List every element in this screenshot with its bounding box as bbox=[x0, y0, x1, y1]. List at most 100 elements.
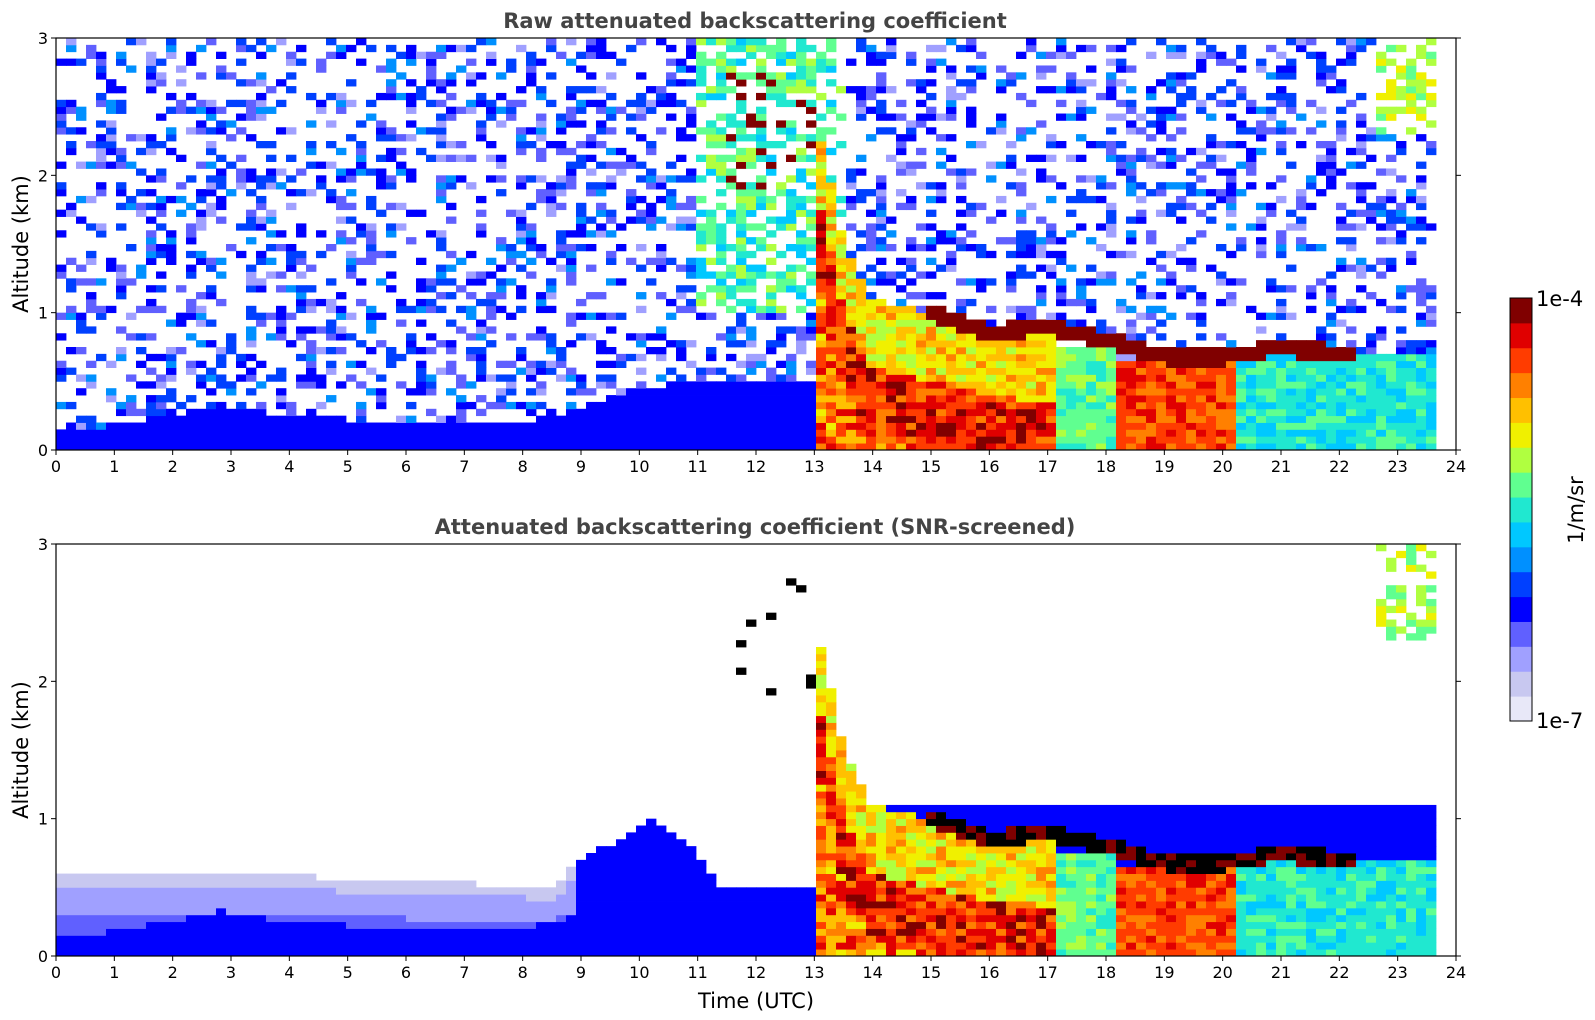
heatmap-cell bbox=[896, 340, 907, 348]
heatmap-cell bbox=[546, 195, 557, 204]
heatmap-cell bbox=[406, 894, 417, 902]
heatmap-cell bbox=[246, 415, 257, 423]
heatmap-cell bbox=[426, 408, 437, 417]
heatmap-cell bbox=[1406, 195, 1417, 204]
heatmap-cell bbox=[1086, 395, 1097, 403]
heatmap-cell bbox=[576, 65, 587, 73]
heatmap-cell bbox=[586, 72, 597, 80]
heatmap-cell bbox=[1066, 443, 1077, 451]
heatmap-cell bbox=[736, 381, 747, 389]
heatmap-cell bbox=[886, 305, 897, 314]
heatmap-cell bbox=[196, 907, 207, 916]
heatmap-cell bbox=[376, 942, 387, 950]
heatmap-cell bbox=[146, 901, 157, 909]
heatmap-cell bbox=[536, 360, 547, 368]
heatmap-cell bbox=[1086, 443, 1097, 451]
heatmap-cell bbox=[1076, 408, 1087, 417]
heatmap-cell bbox=[426, 422, 437, 430]
heatmap-cell bbox=[756, 271, 767, 279]
heatmap-cell bbox=[636, 429, 647, 437]
heatmap-cell bbox=[366, 935, 377, 943]
heatmap-cell bbox=[1086, 367, 1097, 375]
heatmap-cell bbox=[356, 436, 367, 444]
heatmap-cell bbox=[556, 127, 567, 135]
heatmap-cell bbox=[236, 935, 247, 943]
heatmap-cell bbox=[756, 38, 767, 46]
heatmap-cell bbox=[906, 360, 917, 368]
heatmap-cell bbox=[766, 367, 777, 375]
heatmap-cell bbox=[1176, 292, 1187, 300]
heatmap-cell bbox=[596, 38, 607, 46]
heatmap-cell bbox=[1056, 347, 1067, 355]
heatmap-cell bbox=[1416, 237, 1427, 245]
heatmap-cell bbox=[506, 894, 517, 902]
heatmap-cell bbox=[276, 319, 287, 327]
heatmap-cell bbox=[1276, 436, 1287, 444]
heatmap-cell bbox=[596, 429, 607, 437]
heatmap-cell bbox=[766, 312, 777, 320]
heatmap-cell bbox=[1206, 161, 1217, 169]
heatmap-cell bbox=[846, 388, 857, 396]
heatmap-cell bbox=[786, 202, 797, 211]
heatmap-cell bbox=[1136, 367, 1147, 375]
heatmap-cell bbox=[976, 285, 987, 293]
heatmap-cell bbox=[346, 333, 357, 341]
heatmap-cell bbox=[386, 914, 397, 923]
heatmap-cell bbox=[1016, 326, 1027, 334]
heatmap-cell bbox=[566, 887, 577, 895]
heatmap-cell bbox=[1356, 264, 1367, 272]
heatmap-cell bbox=[96, 907, 107, 916]
heatmap-cell bbox=[1206, 443, 1217, 451]
heatmap-cell bbox=[106, 873, 117, 881]
heatmap-cell bbox=[736, 223, 747, 231]
heatmap-cell bbox=[236, 360, 247, 368]
heatmap-cell bbox=[646, 949, 657, 957]
heatmap-cell bbox=[926, 415, 937, 423]
heatmap-cell bbox=[1386, 223, 1397, 231]
heatmap-cell bbox=[1346, 44, 1357, 53]
heatmap-cell bbox=[636, 72, 647, 80]
heatmap-cell bbox=[76, 880, 87, 888]
heatmap-cell bbox=[696, 901, 707, 909]
heatmap-cell bbox=[806, 79, 817, 87]
heatmap-cell bbox=[1316, 65, 1327, 73]
heatmap-cell bbox=[1276, 422, 1287, 430]
heatmap-cell bbox=[1316, 72, 1327, 80]
heatmap-cell bbox=[626, 949, 637, 957]
heatmap-cell bbox=[686, 429, 697, 437]
heatmap-cell bbox=[156, 79, 167, 87]
heatmap-cell bbox=[1306, 429, 1317, 437]
x-tick-label: 11 bbox=[687, 457, 707, 476]
heatmap-cell bbox=[446, 388, 457, 396]
heatmap-cell bbox=[666, 901, 677, 909]
heatmap-cell bbox=[446, 347, 457, 355]
heatmap-cell bbox=[146, 928, 157, 936]
heatmap-cell bbox=[286, 949, 297, 957]
heatmap-cell bbox=[596, 853, 607, 861]
heatmap-cell bbox=[796, 99, 807, 108]
heatmap-cell bbox=[676, 839, 687, 847]
heatmap-cell bbox=[646, 901, 657, 909]
heatmap-cell bbox=[456, 894, 467, 902]
heatmap-cell bbox=[456, 401, 467, 410]
heatmap-cell bbox=[56, 873, 67, 881]
heatmap-cell bbox=[666, 161, 677, 169]
heatmap-cell bbox=[256, 894, 267, 902]
heatmap-cell bbox=[1006, 271, 1017, 279]
heatmap-cell bbox=[1376, 422, 1387, 430]
heatmap-cell bbox=[526, 237, 537, 245]
heatmap-cell bbox=[326, 880, 337, 888]
heatmap-cell bbox=[216, 443, 227, 451]
heatmap-cell bbox=[326, 942, 337, 950]
heatmap-cell bbox=[636, 894, 647, 902]
heatmap-cell bbox=[886, 360, 897, 368]
heatmap-cell bbox=[896, 436, 907, 444]
heatmap-cell bbox=[1266, 443, 1277, 451]
heatmap-cell bbox=[216, 914, 227, 923]
heatmap-cell bbox=[776, 436, 787, 444]
heatmap-cell bbox=[1346, 443, 1357, 451]
heatmap-cell bbox=[1026, 244, 1037, 252]
heatmap-cell bbox=[756, 175, 767, 183]
heatmap-cell bbox=[406, 901, 417, 909]
heatmap-cell bbox=[236, 113, 247, 121]
